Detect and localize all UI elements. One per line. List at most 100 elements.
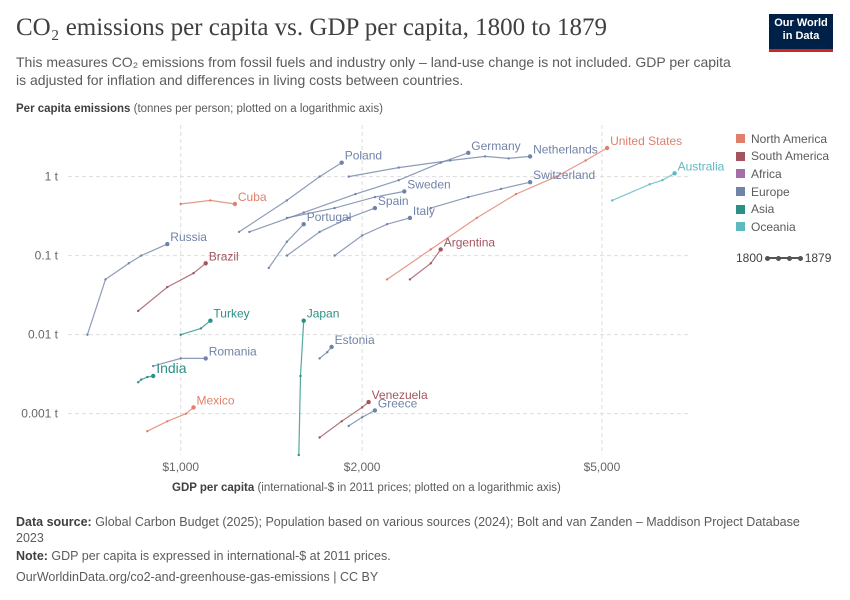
legend-item-asia[interactable]: Asia xyxy=(736,200,829,218)
series-line-india xyxy=(137,375,154,383)
data-point xyxy=(146,430,149,433)
data-point xyxy=(340,420,343,423)
data-point xyxy=(191,405,196,410)
data-point xyxy=(208,318,213,323)
legend-label: Asia xyxy=(751,202,775,217)
data-point xyxy=(648,183,651,186)
series-label: Spain xyxy=(378,194,409,208)
data-point xyxy=(151,373,156,379)
data-point xyxy=(584,159,587,162)
timeline-dot xyxy=(786,255,792,261)
chart-note: Note: GDP per capita is expressed in int… xyxy=(16,549,391,563)
logo-line-1: Our World xyxy=(774,17,828,29)
x-tick-label: $2,000 xyxy=(344,460,381,474)
data-point xyxy=(203,356,208,361)
series-line-cuba xyxy=(180,199,235,205)
data-point xyxy=(301,222,306,227)
series-line-switzerland xyxy=(430,181,531,209)
series-label: Estonia xyxy=(335,333,375,347)
timeline-dot xyxy=(797,255,803,261)
data-point xyxy=(611,199,614,202)
data-point xyxy=(672,171,677,176)
series-label: Cuba xyxy=(238,190,267,204)
data-point xyxy=(285,254,289,257)
legend-swatch xyxy=(736,187,745,197)
series-label: Netherlands xyxy=(533,142,598,156)
data-point xyxy=(402,189,407,194)
data-point xyxy=(137,381,140,384)
source-url[interactable]: OurWorldinData.org/co2-and-greenhouse-ga… xyxy=(16,570,379,584)
scatter-plot[interactable]: 0.001 t 0.01 t 0.1 t 1 t $1,000 $2,000 $5,000 U… xyxy=(0,0,730,480)
chart-title: CO₂ emissions per capita vs. GDP per cap… xyxy=(16,14,608,41)
y-axis-label: Per capita emissions (tonnes per person;… xyxy=(16,103,383,115)
data-point xyxy=(146,375,149,379)
owid-logo[interactable]: Our World in Data xyxy=(769,14,833,52)
data-point xyxy=(140,254,143,257)
data-point xyxy=(209,199,212,202)
series-label: Brazil xyxy=(209,249,239,263)
legend-item-oceania[interactable]: Oceania xyxy=(736,218,829,236)
data-point xyxy=(267,266,270,270)
legend-item-north-america[interactable]: North America xyxy=(736,130,829,148)
data-point xyxy=(179,357,182,360)
data-point xyxy=(397,166,400,169)
series-line-italy xyxy=(334,217,411,257)
series-line-spain xyxy=(286,207,376,257)
timeline-dot xyxy=(775,255,781,261)
note-bold: Note: xyxy=(16,549,48,563)
data-point xyxy=(499,187,503,191)
legend-item-south-america[interactable]: South America xyxy=(736,148,829,166)
series-label: Germany xyxy=(471,139,520,153)
data-point xyxy=(179,333,182,336)
series-label: Venezuela xyxy=(372,388,428,402)
data-point xyxy=(360,416,364,419)
data-point xyxy=(397,179,400,182)
legend: North America South America Africa Europ… xyxy=(736,130,829,236)
series-label: Australia xyxy=(678,159,725,173)
timeline-line xyxy=(764,255,803,261)
legend-swatch xyxy=(736,204,745,214)
data-point xyxy=(467,195,470,199)
legend-swatch xyxy=(736,169,745,179)
legend-item-africa[interactable]: Africa xyxy=(736,165,829,183)
legend-label: South America xyxy=(751,149,830,164)
data-point xyxy=(285,240,289,243)
data-point xyxy=(137,309,140,313)
y-tick-label: 0.001 t xyxy=(21,407,58,421)
data-point xyxy=(360,406,364,409)
series-line-brazil xyxy=(137,262,207,312)
data-point xyxy=(86,333,89,336)
legend-swatch xyxy=(736,134,745,144)
data-point xyxy=(466,150,471,155)
series-label: Japan xyxy=(307,307,340,321)
series-label: United States xyxy=(610,134,682,148)
data-point xyxy=(385,278,389,281)
data-point xyxy=(329,344,334,350)
data-point xyxy=(302,211,305,214)
data-point xyxy=(333,254,336,257)
data-point xyxy=(127,262,130,265)
data-point xyxy=(318,436,321,439)
data-point xyxy=(339,160,344,165)
data-point xyxy=(165,241,170,247)
series-line-russia xyxy=(86,243,168,335)
series-label: Switzerland xyxy=(533,168,595,182)
legend-swatch xyxy=(736,151,745,161)
data-point xyxy=(152,364,155,368)
data-point xyxy=(347,424,350,428)
data-point xyxy=(203,261,208,266)
data-point xyxy=(326,351,329,354)
legend-item-europe[interactable]: Europe xyxy=(736,183,829,201)
data-point xyxy=(318,175,321,178)
data-point xyxy=(199,327,203,330)
data-point xyxy=(372,205,378,211)
data-point xyxy=(429,262,432,265)
series-label: Romania xyxy=(209,344,257,358)
data-point xyxy=(297,453,300,457)
x-axis-label-bold: GDP per capita xyxy=(172,482,255,494)
data-point xyxy=(661,179,664,182)
legend-label: Oceania xyxy=(751,219,796,234)
legend-label: Europe xyxy=(751,184,790,199)
data-point xyxy=(408,278,412,281)
series-label: Russia xyxy=(170,230,207,244)
